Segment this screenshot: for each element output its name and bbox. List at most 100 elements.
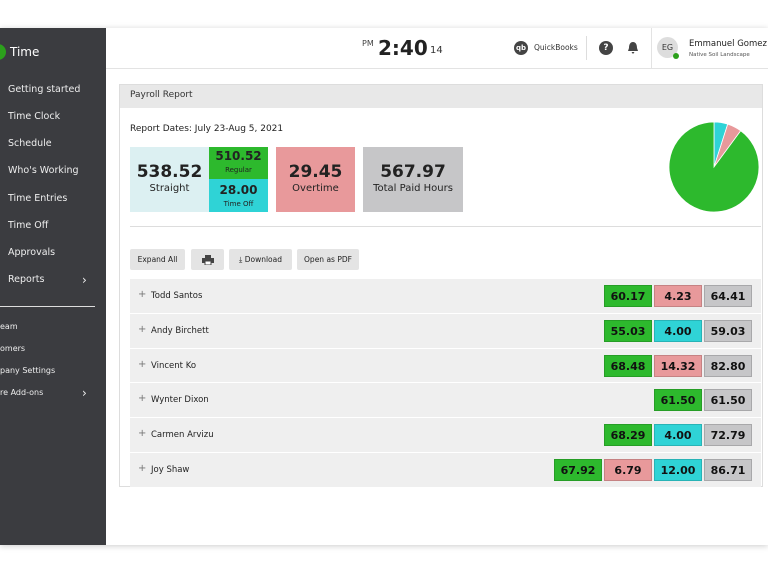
hours-cell: 64.41 xyxy=(704,285,752,307)
avatar[interactable]: EG xyxy=(657,37,678,58)
download-icon: ⤓ xyxy=(239,255,245,264)
total-label: Total Paid Hours xyxy=(373,183,453,194)
brand[interactable]: QuickBooks xyxy=(534,43,578,52)
employee-name: Andy Birchett xyxy=(151,325,209,336)
expand-icon: + xyxy=(138,428,147,440)
employee-name: Joy Shaw xyxy=(151,465,190,475)
expand-icon: + xyxy=(138,289,147,300)
ampm: PM xyxy=(362,39,374,48)
sidebar: Time Getting started Time Clock Schedule Wh… xyxy=(0,28,106,545)
divider xyxy=(586,36,587,60)
expand-all-button[interactable]: Expand All xyxy=(130,249,185,270)
hours-cell: 82.80 xyxy=(704,354,752,377)
logo-icon xyxy=(0,44,6,60)
chevron: › xyxy=(82,386,87,400)
bell-shape xyxy=(628,42,638,54)
employee-name: Vincent Ko xyxy=(151,360,197,371)
total-box: 567.97 Total Paid Hours xyxy=(363,147,463,212)
hours-cell: 59.03 xyxy=(704,319,752,342)
hours-cell: 6.79 xyxy=(604,459,652,481)
bell-icon[interactable] xyxy=(626,41,640,55)
print-button[interactable] xyxy=(191,249,224,270)
divider xyxy=(651,28,652,68)
nav-item[interactable]: omers xyxy=(0,344,26,353)
clock-time: 2:40 xyxy=(378,36,428,60)
nav-item[interactable]: Time Entries xyxy=(8,193,68,204)
nav-item[interactable]: Schedule xyxy=(8,138,52,149)
chevron: › xyxy=(82,273,87,287)
user-name[interactable]: Emmanuel Gomez xyxy=(689,39,767,49)
card-title: Payroll Report xyxy=(130,90,193,100)
separator xyxy=(130,226,761,227)
download-button[interactable]: ⤓ Download xyxy=(229,249,292,270)
expand-icon: + xyxy=(138,323,147,335)
hours-cell: 61.50 xyxy=(654,389,702,412)
employee-row[interactable]: + Vincent Ko 68.48 14.32 82.80 xyxy=(130,347,761,383)
qb-icon[interactable]: qb xyxy=(514,41,528,55)
employee-row[interactable]: + Andy Birchett 55.03 4.00 59.03 xyxy=(130,312,761,348)
hours-cell: 60.17 xyxy=(604,285,652,307)
nav-item[interactable]: Time Off xyxy=(8,220,49,231)
separator xyxy=(0,306,95,307)
report-dates: Report Dates: July 23-Aug 5, 2021 xyxy=(130,124,284,134)
hours-cell: 68.29 xyxy=(604,424,652,447)
pdf-button[interactable]: Open as PDF xyxy=(297,249,359,270)
overtime-value: 29.45 xyxy=(288,162,343,182)
nav-item[interactable]: Time Clock xyxy=(8,111,61,122)
nav-item[interactable]: Who's Working xyxy=(8,165,79,176)
pie-slice xyxy=(668,121,760,213)
logo-text: Time xyxy=(10,45,40,59)
clock-seconds: 14 xyxy=(430,45,443,56)
hours-cell: 68.48 xyxy=(604,354,652,377)
nav-item[interactable]: re Add-ons xyxy=(0,388,44,397)
hours-cell: 61.50 xyxy=(704,389,752,412)
hours-cell: 12.00 xyxy=(654,459,702,481)
top-bar: PM 2:40 14 qb QuickBooks ? EG Emmanuel G… xyxy=(106,28,768,69)
report-card: Payroll Report Report Dates: July 23-Aug… xyxy=(119,84,763,487)
status-dot xyxy=(673,53,679,59)
employee-row[interactable]: + Joy Shaw 67.92 6.79 12.00 86.71 xyxy=(130,452,761,487)
employee-row[interactable]: + Carmen Arvizu 68.29 4.00 72.79 xyxy=(130,417,761,453)
print-icon xyxy=(201,255,214,266)
nav-item[interactable]: Getting started xyxy=(8,84,81,95)
hours-cell: 72.79 xyxy=(704,424,752,447)
employee-name: Carmen Arvizu xyxy=(151,430,214,441)
hours-cell: 4.00 xyxy=(654,319,702,342)
download-label: Download xyxy=(244,255,282,264)
expand-icon: + xyxy=(138,393,147,405)
straight-value: 538.52 xyxy=(136,162,203,182)
company-name: Native Soil Landscape xyxy=(689,52,750,58)
nav-item[interactable]: eam xyxy=(0,322,18,331)
hours-cell: 4.00 xyxy=(654,424,702,447)
hours-cell: 55.03 xyxy=(604,319,652,342)
nav-item[interactable]: pany Settings xyxy=(0,366,56,375)
hours-cell: 67.92 xyxy=(554,459,602,481)
expand-icon: + xyxy=(138,358,147,370)
regular-box: 510.52 Regular xyxy=(209,147,268,179)
employee-name: Wynter Dixon xyxy=(151,395,209,406)
regular-value: 510.52 xyxy=(215,149,262,163)
total-value: 567.97 xyxy=(380,162,446,182)
time_off-label: Time Off xyxy=(223,200,254,208)
overtime-box: 29.45 Overtime xyxy=(276,147,355,212)
hours-cell: 4.23 xyxy=(654,285,702,307)
card-header xyxy=(120,85,762,108)
hours-cell: 86.71 xyxy=(704,459,752,481)
employee-name: Todd Santos xyxy=(151,291,203,301)
straight-box: 538.52 Straight xyxy=(130,147,209,212)
nav-item[interactable]: Approvals xyxy=(8,247,56,258)
straight-label: Straight xyxy=(149,183,190,194)
time_off-value: 28.00 xyxy=(219,183,258,197)
regular-label: Regular xyxy=(225,166,252,174)
nav-item[interactable]: Reports xyxy=(8,274,45,285)
overtime-label: Overtime xyxy=(292,183,339,194)
help-icon[interactable]: ? xyxy=(599,41,613,55)
employee-row[interactable]: + Todd Santos 60.17 4.23 64.41 xyxy=(130,278,761,313)
time_off-box: 28.00 Time Off xyxy=(209,179,268,212)
employee-row[interactable]: + Wynter Dixon 61.50 61.50 xyxy=(130,382,761,418)
expand-icon: + xyxy=(138,463,147,474)
hours-cell: 14.32 xyxy=(654,354,702,377)
pie-chart xyxy=(668,121,760,213)
app-window: Time Getting started Time Clock Schedule Wh… xyxy=(0,28,768,545)
